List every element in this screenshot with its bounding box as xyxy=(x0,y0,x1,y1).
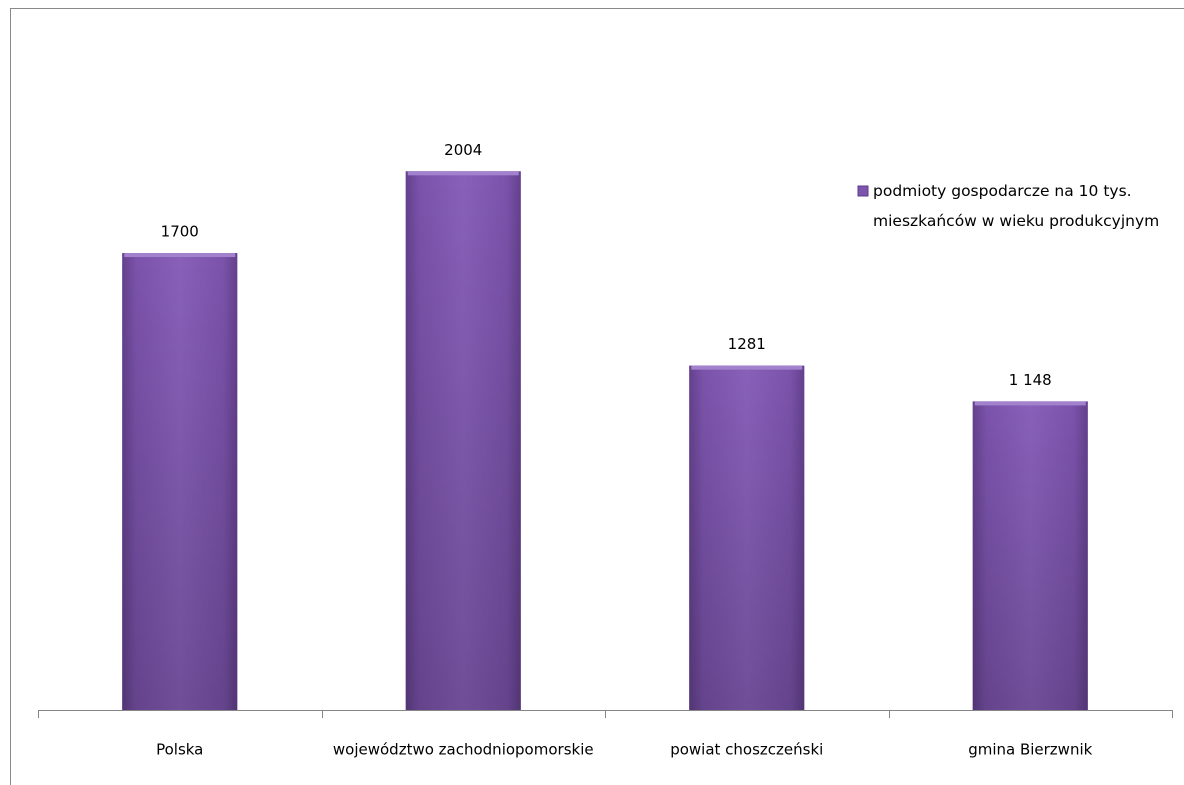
legend-swatch xyxy=(857,185,869,197)
x-tick-label: gmina Bierzwnik xyxy=(968,741,1092,759)
legend-label: podmioty gospodarcze na 10 tys. mieszkań… xyxy=(873,182,1160,230)
bar-shade-v xyxy=(122,253,238,711)
bar-group xyxy=(122,253,238,711)
x-tick-label: Polska xyxy=(156,741,203,759)
x-tick-label: województwo zachodniopomorskie xyxy=(333,741,594,759)
bar-group xyxy=(405,171,521,710)
bar-bevel xyxy=(407,171,519,176)
bar-shade-v xyxy=(972,401,1088,710)
x-tick-label: powiat choszczeński xyxy=(670,741,823,759)
bar-shade-v xyxy=(405,171,521,710)
bar-bevel xyxy=(974,401,1086,406)
bar-shade-v xyxy=(689,365,805,710)
bar-bevel xyxy=(124,253,236,258)
bar-bevel xyxy=(691,365,803,370)
value-label: 2004 xyxy=(444,141,482,159)
legend-box: podmioty gospodarcze na 10 tys. mieszkań… xyxy=(873,182,1160,230)
bar-group xyxy=(972,401,1088,710)
value-label: 1700 xyxy=(161,223,199,241)
value-label: 1281 xyxy=(728,335,766,353)
bar-group xyxy=(689,365,805,710)
value-label: 1 148 xyxy=(1009,371,1052,389)
